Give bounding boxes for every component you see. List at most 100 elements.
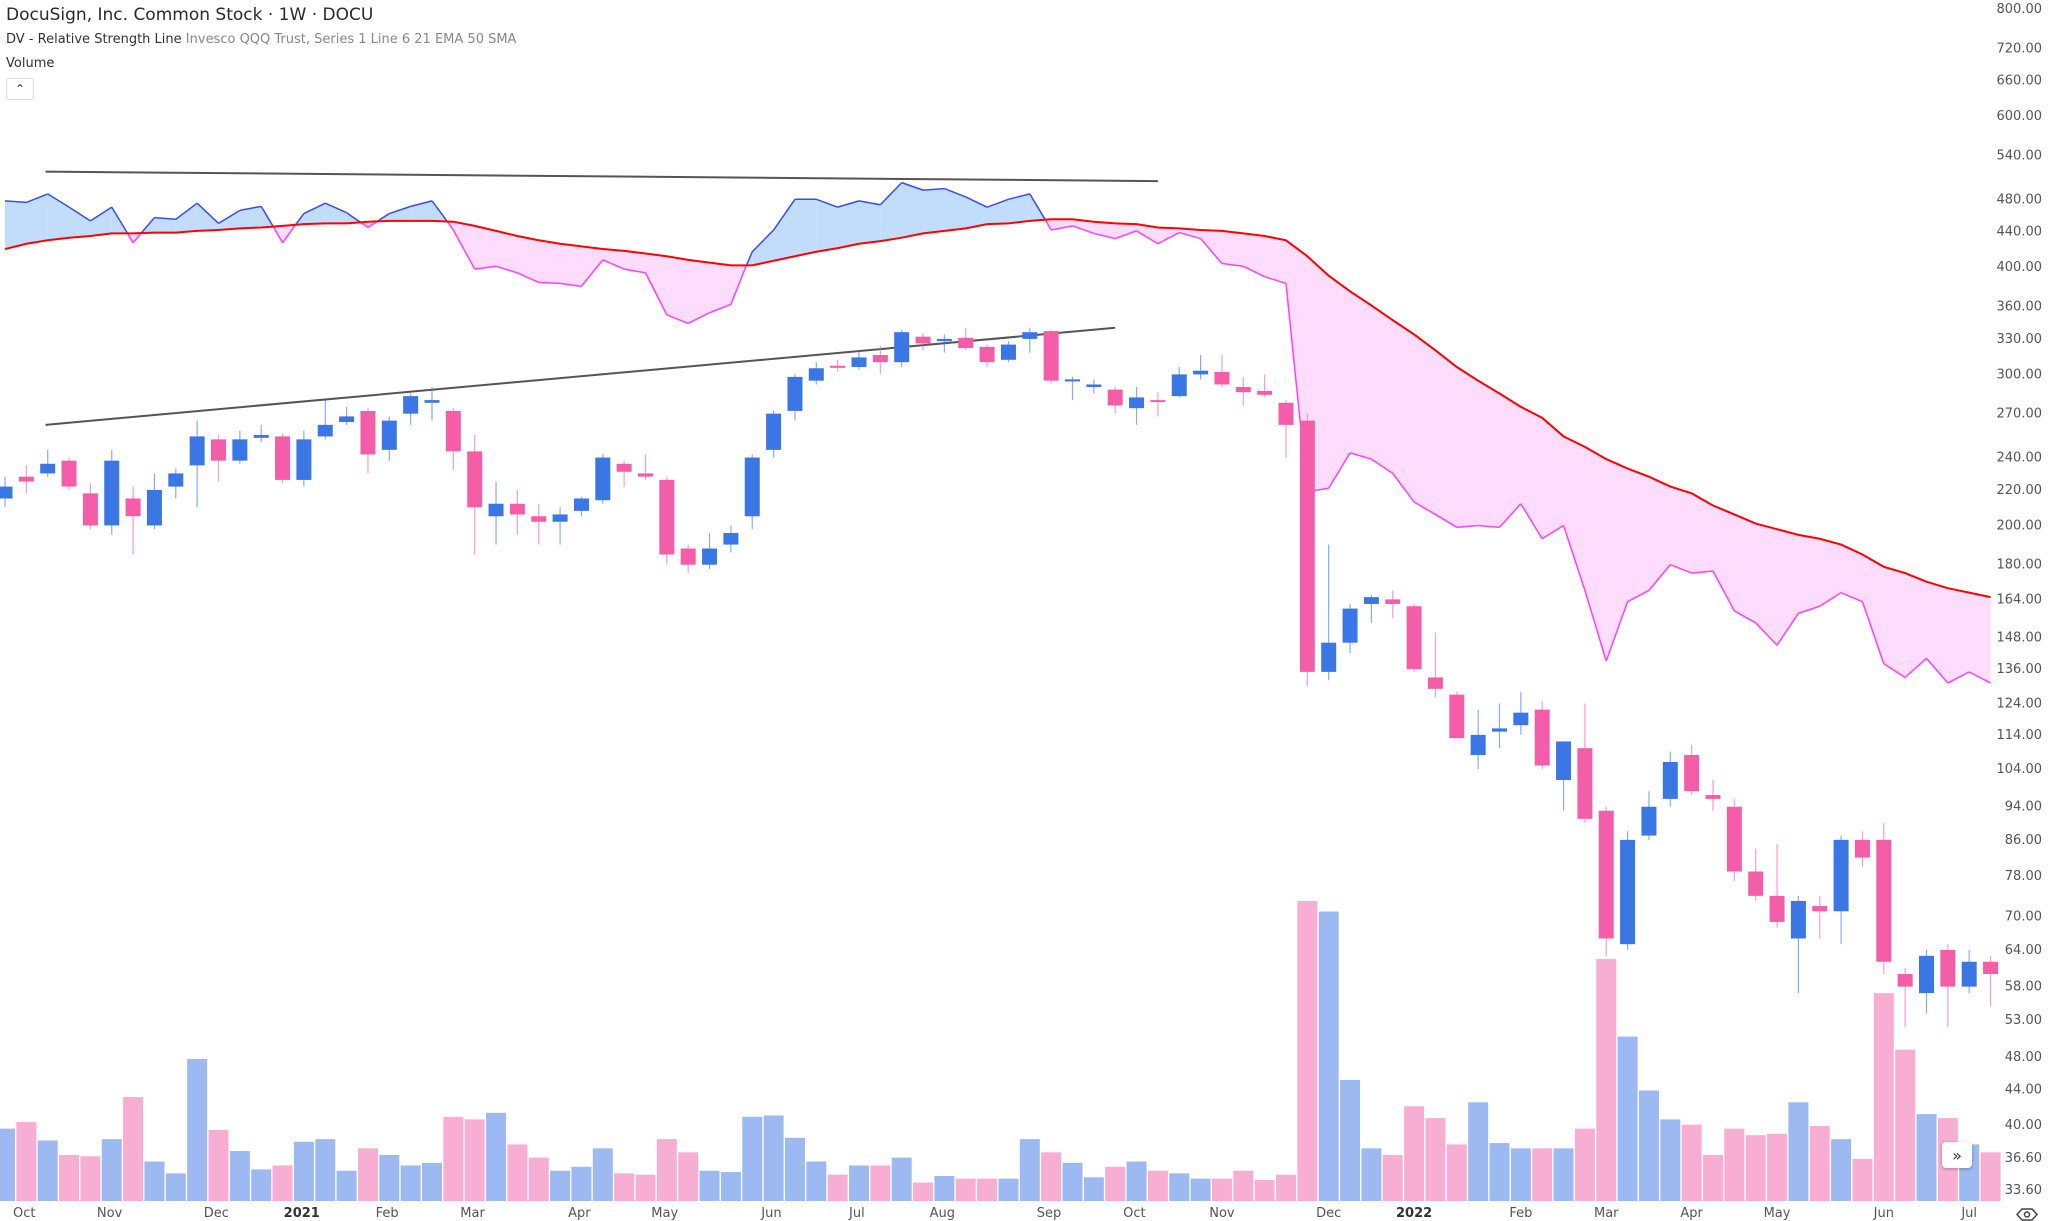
rs-fill-segment: [325, 203, 347, 224]
candle-body: [1342, 608, 1358, 643]
candle: [40, 449, 56, 477]
rs-fill-segment: [1051, 219, 1073, 231]
candle: [1086, 379, 1102, 394]
price-tick-label: 360.00: [1997, 299, 2043, 314]
candle: [0, 476, 13, 508]
price-tick-label: 300.00: [1997, 367, 2043, 382]
candle-body: [40, 463, 56, 474]
candle: [573, 496, 589, 517]
rs-fill-segment: [901, 182, 924, 238]
volume-bar: [1895, 1049, 1916, 1201]
candle-body: [424, 400, 440, 403]
rs-fill-segment: [923, 188, 945, 234]
candle-body: [595, 457, 611, 501]
price-axis[interactable]: 800.00 720.00 660.00 600.00 540.00 480.00 440.…: [1997, 2, 2043, 1198]
volume-bar: [1831, 1139, 1852, 1201]
rs-fill-segment: [175, 203, 198, 233]
rs-line-segment: [1435, 513, 1458, 528]
rs-fill-segment: [1520, 406, 1543, 539]
volume-bar: [1873, 993, 1894, 1201]
candle: [531, 503, 547, 545]
rs-line-segment: [1478, 524, 1500, 529]
rs-sma50-line: [4, 218, 1991, 599]
volume-bar: [1724, 1128, 1745, 1201]
candle: [1150, 392, 1166, 417]
time-tick-label: 2022: [1396, 1206, 1432, 1221]
price-tick-label: 800.00: [1997, 2, 2043, 17]
candle: [1748, 848, 1764, 901]
rs-line-segment: [260, 205, 274, 227]
rs-fill-segment: [1969, 592, 1991, 684]
candle: [1107, 387, 1123, 414]
candle-body: [1662, 761, 1678, 799]
candle: [1278, 400, 1294, 458]
volume-bar: [784, 1137, 805, 1201]
candle-body: [1641, 806, 1657, 836]
scroll-to-latest-button[interactable]: »: [1942, 1142, 1972, 1168]
price-tick-label: 600.00: [1997, 109, 2043, 124]
collapse-legend-button[interactable]: ⌃: [6, 78, 34, 100]
rs-fill-segment: [1456, 367, 1479, 528]
volume-bar: [806, 1161, 827, 1201]
candle-body: [1534, 709, 1550, 766]
rs-fill-segment: [602, 249, 625, 270]
rs-fill-segment: [1947, 588, 1970, 684]
trendline: [45, 326, 1116, 426]
volume-bar: [977, 1178, 998, 1201]
price-tick-label: 660.00: [1997, 74, 2043, 89]
volume-bar: [123, 1097, 144, 1201]
candle-body: [1876, 839, 1892, 962]
price-tick-label: 480.00: [1997, 192, 2043, 207]
candle-body: [1854, 839, 1870, 858]
rs-fill-segment: [1563, 436, 1585, 591]
candle-body: [360, 410, 376, 455]
time-axis[interactable]: Oct Nov Dec 2021 Feb Mar Apr May Jun Jul Aug Sep Oct…: [13, 1206, 1977, 1221]
volume-bar: [165, 1173, 186, 1201]
volume-bar: [1019, 1139, 1040, 1201]
rs-line-segment: [26, 193, 48, 204]
candle-body: [1043, 331, 1059, 381]
volume-legend[interactable]: Volume: [6, 56, 55, 71]
time-tick-label: Nov: [1209, 1206, 1235, 1221]
volume-bar: [486, 1112, 507, 1201]
rs-line-segment: [1328, 452, 1351, 489]
candle: [1534, 700, 1550, 770]
volume-bar: [1169, 1173, 1190, 1201]
candle-body: [1129, 397, 1145, 409]
volume-bar: [1062, 1162, 1083, 1201]
trendlines[interactable]: [45, 170, 1158, 426]
rs-line-segment: [986, 198, 1009, 208]
rs-line-segment: [901, 181, 924, 191]
price-tick-label: 86.00: [2005, 833, 2042, 848]
rs-line-segment: [624, 268, 646, 274]
candle: [1299, 413, 1315, 686]
time-tick-label: May: [651, 1206, 678, 1221]
rs-line-segment: [431, 200, 448, 222]
time-tick-label: Aug: [930, 1206, 955, 1221]
rs-line-segment: [1264, 275, 1287, 285]
rs-fill-segment: [666, 256, 689, 324]
volume-bar: [422, 1162, 442, 1201]
time-tick-label: Feb: [1509, 1206, 1532, 1221]
rs-fill-segment: [5, 200, 27, 250]
indicator-legend[interactable]: DV - Relative Strength Line Invesco QQQ …: [6, 28, 516, 52]
rs-fill-segment: [1328, 275, 1351, 489]
volume-bar: [1233, 1170, 1254, 1201]
rs-fill-segment: [1648, 476, 1671, 591]
candle: [680, 544, 696, 574]
time-tick-label: May: [1764, 1206, 1791, 1221]
rs-line-segment: [132, 232, 142, 244]
settings-eye-icon[interactable]: [2016, 1208, 2038, 1221]
rs-fill-segment: [624, 250, 646, 273]
volume-bar: [1510, 1148, 1531, 1201]
volume-bar: [1041, 1152, 1062, 1201]
candle: [445, 408, 461, 471]
volume-bar: [400, 1165, 421, 1201]
volume-bar: [0, 1128, 15, 1201]
rs-fill-segment: [581, 246, 603, 287]
volume-bar: [1809, 1126, 1830, 1201]
candle: [1043, 329, 1059, 384]
candle-body: [723, 532, 739, 545]
candle-body: [573, 498, 589, 511]
